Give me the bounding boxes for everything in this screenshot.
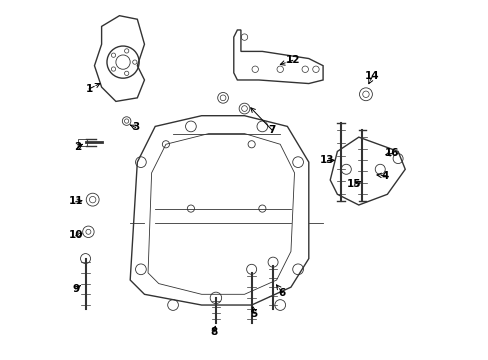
Text: 4: 4 xyxy=(381,171,388,181)
Text: 6: 6 xyxy=(278,288,285,297)
Text: 12: 12 xyxy=(285,55,299,65)
Text: 8: 8 xyxy=(210,327,217,337)
Text: 15: 15 xyxy=(346,179,361,189)
Text: 11: 11 xyxy=(68,197,83,206)
Text: 2: 2 xyxy=(74,142,81,152)
Text: 10: 10 xyxy=(68,230,83,240)
Bar xyxy=(78,139,87,146)
Text: 7: 7 xyxy=(268,125,275,135)
Text: 14: 14 xyxy=(365,71,379,81)
Text: 16: 16 xyxy=(385,148,399,158)
Text: 5: 5 xyxy=(250,309,257,319)
Text: 13: 13 xyxy=(319,156,333,165)
Text: 1: 1 xyxy=(85,84,93,94)
Text: 9: 9 xyxy=(72,284,79,294)
Text: 3: 3 xyxy=(132,122,139,132)
